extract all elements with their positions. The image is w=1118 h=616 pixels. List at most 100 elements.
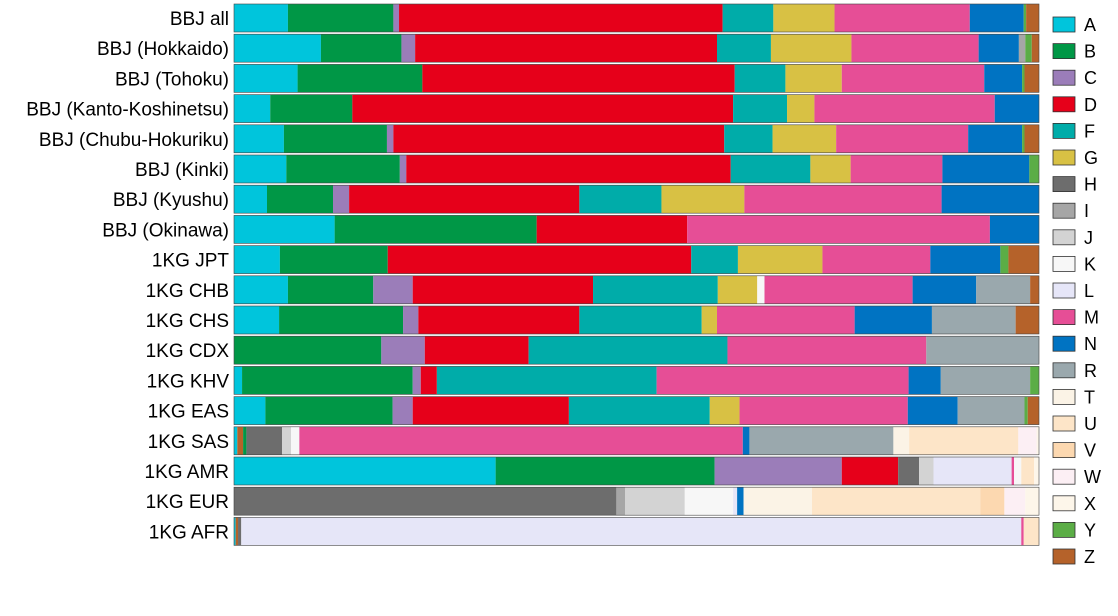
legend-item-u: U: [1052, 414, 1097, 434]
row-label-bbj-kanto-koshinetsu: BBJ (Kanto-Koshinetsu): [26, 100, 229, 121]
legend-item-j: J: [1052, 228, 1093, 248]
bar-segment-1kg-amr-u: [1021, 457, 1035, 485]
bar-segment-1kg-khv-d: [420, 366, 437, 395]
bar-segment-bbj-all-n: [969, 4, 1024, 32]
bar-segment-bbj-hokkaido-g: [770, 34, 852, 63]
row-label-bbj-hokkaido: BBJ (Hokkaido): [97, 39, 229, 60]
bar-outline-1kg-sas: [233, 426, 1040, 456]
bar-segment-1kg-jpt-a: [234, 245, 280, 274]
bar-segment-bbj-kinki-g: [810, 155, 851, 183]
bar-segment-1kg-cdx-b: [234, 336, 382, 365]
bar-segment-1kg-chs-a: [234, 306, 280, 334]
bar-segment-bbj-kanto-koshinetsu-g: [787, 94, 815, 123]
bar-segment-bbj-chubu-hokuriku-f: [724, 124, 773, 153]
legend-item-r: R: [1052, 361, 1097, 381]
legend-label-b: B: [1084, 42, 1096, 62]
bar-segment-1kg-khv-a: [234, 366, 243, 395]
bar-segment-1kg-cdx-c: [381, 336, 425, 365]
bar-segment-bbj-hokkaido-m: [851, 34, 979, 63]
bar-segment-bbj-chubu-hokuriku-y: [1022, 124, 1025, 153]
bar-segment-bbj-chubu-hokuriku-z: [1024, 124, 1039, 153]
row-label-1kg-chb: 1KG CHB: [146, 281, 229, 302]
bar-segment-1kg-khv-y: [1030, 366, 1039, 395]
bar-segment-1kg-amr-a: [234, 457, 496, 485]
bar-segment-1kg-chb-m: [764, 275, 913, 304]
bar-segment-bbj-chubu-hokuriku-m: [836, 124, 969, 153]
bar-segment-1kg-amr-l: [933, 457, 1012, 485]
bar-segment-1kg-cdx-r: [926, 336, 1039, 365]
legend-item-d: D: [1052, 95, 1097, 115]
bar-outline-1kg-khv: [233, 366, 1040, 395]
bar-segment-1kg-cdx-m: [727, 336, 927, 365]
bar-segment-bbj-kanto-koshinetsu-n: [994, 94, 1039, 123]
legend-swatch-l: [1052, 282, 1076, 299]
bar-segment-bbj-tohoku-z: [1024, 64, 1039, 93]
row-label-bbj-kinki: BBJ (Kinki): [135, 160, 229, 181]
bar-segment-bbj-chubu-hokuriku-g: [772, 124, 837, 153]
bar-segment-1kg-chb-n: [912, 275, 977, 304]
row-label-bbj-okinawa: BBJ (Okinawa): [102, 220, 229, 241]
bar-outline-bbj-kanto-koshinetsu: [233, 94, 1040, 123]
bar-row-1kg-sas: [233, 426, 1040, 456]
legend-item-v: V: [1052, 441, 1096, 461]
bar-segment-bbj-kyushu-b: [267, 185, 334, 214]
bars-layer: [233, 3, 1040, 546]
legend-item-t: T: [1052, 387, 1095, 407]
bar-segment-bbj-chubu-hokuriku-c: [386, 124, 394, 153]
bar-segment-1kg-chb-r: [976, 275, 1031, 304]
legend-item-a: A: [1052, 15, 1096, 35]
legend-label-x: X: [1084, 494, 1096, 514]
row-label-bbj-chubu-hokuriku: BBJ (Chubu-Hokuriku): [39, 130, 229, 151]
bar-segment-1kg-khv-m: [656, 366, 909, 395]
legend-swatch-j: [1052, 229, 1076, 246]
legend-item-c: C: [1052, 68, 1097, 88]
bar-segment-1kg-chs-z: [1015, 306, 1039, 334]
bar-segment-1kg-chb-k: [757, 275, 765, 304]
bar-row-1kg-eur: [233, 486, 1040, 516]
bar-segment-1kg-eas-r: [957, 396, 1025, 425]
legend-label-i: I: [1084, 201, 1089, 221]
bar-segment-bbj-kanto-koshinetsu-m: [814, 94, 995, 123]
bar-segment-1kg-eur-w: [1004, 487, 1026, 516]
bar-segment-1kg-chs-n: [854, 306, 932, 334]
bar-segment-1kg-eur-l: [733, 487, 738, 516]
bar-segment-1kg-amr-c: [714, 457, 842, 485]
legend-item-w: W: [1052, 467, 1101, 487]
bar-segment-1kg-afr-u: [1023, 517, 1039, 546]
bar-row-1kg-chs: [233, 305, 1040, 335]
bar-segment-1kg-chs-r: [931, 306, 1016, 334]
bar-segment-1kg-eas-m: [739, 396, 908, 425]
bar-segment-1kg-eas-d: [412, 396, 569, 425]
bar-segment-1kg-jpt-y: [1000, 245, 1009, 274]
bar-segment-1kg-sas-b: [243, 426, 247, 455]
bar-segment-bbj-kanto-koshinetsu-d: [352, 94, 734, 123]
bar-segment-1kg-sas-m: [299, 426, 743, 455]
bar-segment-bbj-kyushu-n: [941, 185, 1040, 214]
bar-segment-1kg-sas-r: [749, 426, 894, 455]
legend-item-n: N: [1052, 334, 1097, 354]
bar-segment-bbj-kinki-n: [942, 155, 1030, 183]
bar-segment-1kg-eur-n: [737, 487, 744, 516]
legend-item-z: Z: [1052, 547, 1095, 567]
row-label-1kg-eas: 1KG EAS: [148, 402, 229, 423]
bar-segment-1kg-eas-y: [1024, 396, 1028, 425]
bar-row-bbj-kyushu: [233, 184, 1040, 214]
legend-swatch-n: [1052, 335, 1076, 352]
bar-segment-1kg-sas-w: [1018, 426, 1037, 455]
legend-swatch-z: [1052, 548, 1076, 565]
bar-row-bbj-chubu-hokuriku: [233, 124, 1040, 154]
bar-segment-bbj-hokkaido-n: [978, 34, 1019, 63]
legend-item-h: H: [1052, 175, 1097, 195]
bar-row-1kg-amr: [233, 456, 1040, 486]
bar-segment-bbj-all-y: [1023, 4, 1027, 32]
bar-segment-1kg-afr-a: [234, 517, 236, 546]
bar-segment-1kg-jpt-f: [691, 245, 738, 274]
bar-segment-bbj-tohoku-f: [734, 64, 786, 93]
bar-segment-bbj-kanto-koshinetsu-f: [733, 94, 788, 123]
bar-segment-bbj-chubu-hokuriku-a: [234, 124, 284, 153]
bar-segment-bbj-okinawa-m: [687, 215, 990, 244]
bar-segment-1kg-sas-n: [742, 426, 750, 455]
bar-segment-1kg-jpt-d: [387, 245, 692, 274]
